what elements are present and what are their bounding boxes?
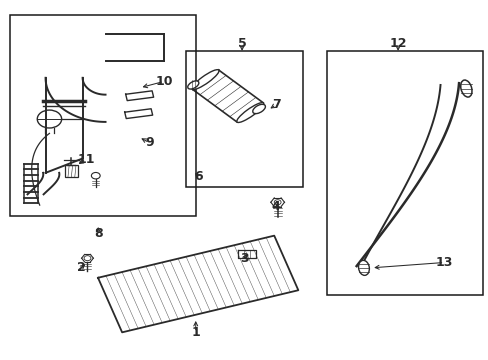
- Bar: [64, 165, 78, 177]
- Text: 6: 6: [193, 170, 202, 183]
- Text: 8: 8: [94, 227, 102, 240]
- Text: 2: 2: [77, 261, 85, 274]
- Ellipse shape: [358, 260, 368, 275]
- Text: 13: 13: [435, 256, 452, 269]
- Text: 4: 4: [271, 201, 280, 213]
- Ellipse shape: [236, 103, 264, 122]
- Bar: [327, 51, 483, 295]
- Text: 3: 3: [240, 252, 248, 265]
- Text: 11: 11: [77, 153, 95, 166]
- Text: 10: 10: [155, 75, 172, 88]
- Text: 12: 12: [388, 36, 406, 50]
- Ellipse shape: [192, 69, 219, 90]
- Ellipse shape: [187, 81, 199, 89]
- Bar: [185, 51, 303, 187]
- Text: 7: 7: [271, 98, 280, 111]
- Ellipse shape: [460, 80, 471, 97]
- Text: 9: 9: [145, 136, 153, 149]
- Ellipse shape: [252, 104, 265, 114]
- Text: 5: 5: [237, 36, 246, 50]
- Bar: [10, 15, 195, 216]
- Text: 1: 1: [191, 326, 200, 339]
